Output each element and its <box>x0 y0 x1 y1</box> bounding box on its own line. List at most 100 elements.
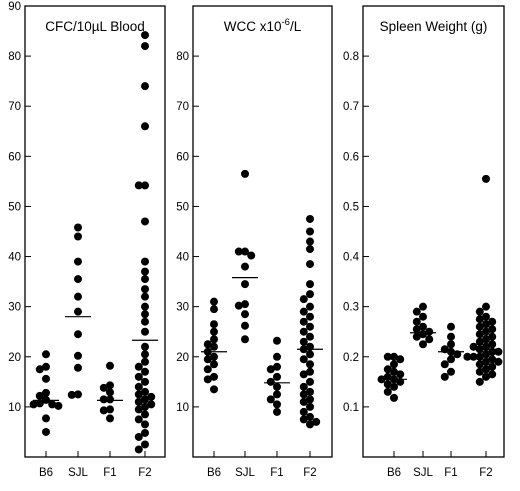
data-point <box>488 325 497 334</box>
data-point <box>74 307 82 316</box>
data-point <box>141 310 149 319</box>
data-point <box>390 352 398 361</box>
x-tick-label-f1: F1 <box>444 467 457 479</box>
data-point <box>74 257 82 266</box>
data-point <box>447 322 455 331</box>
data-point <box>241 247 249 256</box>
data-point <box>141 317 149 326</box>
y-tick-label: 40 <box>176 252 189 264</box>
data-point <box>210 385 218 394</box>
data-point <box>482 302 490 311</box>
data-point <box>306 245 314 254</box>
data-point <box>273 382 281 391</box>
data-point <box>447 340 455 349</box>
data-point <box>390 367 398 376</box>
data-point <box>42 362 50 371</box>
data-point <box>141 327 149 336</box>
data-point <box>482 174 490 183</box>
y-tick-label: 0.3 <box>343 302 359 314</box>
data-point <box>299 355 308 364</box>
data-point <box>74 275 82 284</box>
data-point <box>273 407 281 416</box>
data-point <box>141 31 149 40</box>
title-unit: /L <box>290 19 302 34</box>
data-point <box>488 362 497 371</box>
data-point <box>141 395 149 404</box>
y-tick-label: 0.2 <box>343 352 359 364</box>
data-point <box>74 232 82 241</box>
data-point <box>306 302 314 311</box>
data-point <box>210 342 218 351</box>
data-point <box>396 370 405 379</box>
data-point <box>134 432 143 441</box>
y-tick-label: 20 <box>8 352 21 364</box>
data-point <box>475 307 484 316</box>
data-point <box>299 382 308 391</box>
data-point <box>447 367 455 376</box>
data-point <box>266 365 275 374</box>
data-point <box>134 362 143 371</box>
x-tick-label-sjl: SJL <box>235 467 255 479</box>
data-point <box>241 280 249 289</box>
y-tick-label: 0.7 <box>343 101 359 113</box>
data-point <box>241 310 249 319</box>
data-point <box>203 355 212 364</box>
data-point <box>312 417 321 426</box>
data-point <box>203 375 212 384</box>
panel-cfc: 10 20 30 40 50 60 70 80 90 B6 SJL F1 F2 CFC/10µL Bloo… <box>8 1 166 479</box>
panel-wcc: 10 20 30 40 50 60 70 80 B6 SJL F1 F2 WCC x10-6/L <box>176 5 333 479</box>
x-tick-label-sjl: SJL <box>68 467 88 479</box>
data-point <box>106 361 114 370</box>
data-point <box>42 374 50 383</box>
x-tick-label-f2: F2 <box>138 467 151 479</box>
data-point <box>482 357 490 366</box>
data-point <box>141 42 149 51</box>
data-point <box>141 82 149 91</box>
data-point <box>306 312 314 321</box>
data-point <box>488 340 497 349</box>
group-b6 <box>201 297 227 394</box>
group-sjl <box>232 169 258 344</box>
data-point <box>273 372 281 381</box>
data-point <box>299 317 308 326</box>
data-point <box>141 367 149 376</box>
data-point <box>306 360 314 369</box>
data-point <box>134 372 143 381</box>
data-point <box>141 357 149 366</box>
data-point <box>210 360 218 369</box>
group-b6 <box>29 350 63 436</box>
data-point <box>134 415 143 424</box>
data-point <box>141 387 149 396</box>
data-point <box>482 350 490 359</box>
data-point <box>390 360 398 369</box>
data-point <box>74 292 82 301</box>
group-f2 <box>297 214 323 429</box>
data-point <box>306 387 314 396</box>
data-point <box>141 285 149 294</box>
data-point <box>141 377 149 386</box>
data-point <box>299 307 308 316</box>
data-point <box>241 169 249 178</box>
data-point <box>141 122 149 131</box>
data-point <box>306 395 314 404</box>
data-point <box>488 332 497 341</box>
group-b6 <box>377 352 407 402</box>
data-point <box>99 406 108 415</box>
data-point <box>482 312 490 321</box>
x-tick-label-sjl: SJL <box>413 467 433 479</box>
data-point <box>42 427 50 436</box>
data-point <box>48 400 57 409</box>
title-superscript: -6 <box>282 17 290 28</box>
data-point <box>306 420 314 429</box>
data-point <box>390 382 398 391</box>
data-point <box>141 181 149 190</box>
data-point <box>141 428 149 437</box>
y-tick-label: 90 <box>8 1 21 13</box>
plot-frame <box>24 5 166 458</box>
data-point <box>134 405 143 414</box>
data-point <box>482 320 490 329</box>
y-tick-label: 20 <box>176 352 189 364</box>
data-point <box>273 336 281 345</box>
data-point <box>74 330 82 339</box>
data-point <box>241 335 249 344</box>
